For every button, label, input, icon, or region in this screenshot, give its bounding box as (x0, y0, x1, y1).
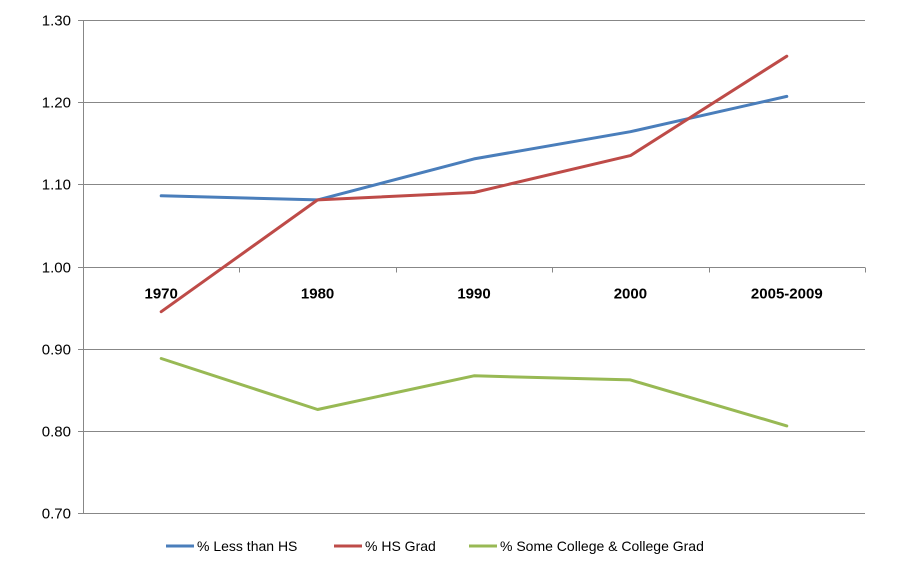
legend: % Less than HS % HS Grad % Some College & … (166, 538, 704, 554)
series-line-1 (159, 94, 789, 202)
series-line-3 (159, 357, 789, 428)
legend-label: % Less than HS (197, 538, 297, 554)
x-tick-label: 2000 (614, 286, 647, 303)
y-tick-label: 1.00 (42, 260, 71, 277)
x-tick-label: 1970 (145, 286, 178, 303)
y-tick-label: 0.70 (42, 506, 71, 523)
series-lines (159, 54, 789, 428)
y-tick-label: 0.90 (42, 342, 71, 359)
axes (78, 20, 866, 514)
y-tick-label: 1.10 (42, 177, 71, 194)
x-axis-tick-labels: 1970 1980 1990 2000 2005-2009 (145, 286, 823, 303)
y-tick-label: 1.30 (42, 13, 71, 30)
series-line-2 (159, 54, 789, 314)
x-tick-label: 2005-2009 (751, 286, 823, 303)
x-tick-label: 1980 (301, 286, 334, 303)
y-tick-label: 1.20 (42, 95, 71, 112)
legend-label: % HS Grad (365, 538, 436, 554)
legend-label: % Some College & College Grad (500, 538, 704, 554)
y-tick-label: 0.80 (42, 424, 71, 441)
y-axis-tick-labels: 0.70 0.80 0.90 1.00 1.10 1.20 1.30 (42, 13, 71, 523)
x-tick-label: 1990 (457, 286, 490, 303)
